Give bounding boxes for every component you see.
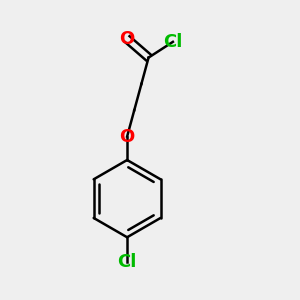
Text: Cl: Cl xyxy=(163,33,183,51)
Text: O: O xyxy=(119,30,135,48)
Text: Cl: Cl xyxy=(117,253,137,271)
Text: O: O xyxy=(119,128,135,146)
